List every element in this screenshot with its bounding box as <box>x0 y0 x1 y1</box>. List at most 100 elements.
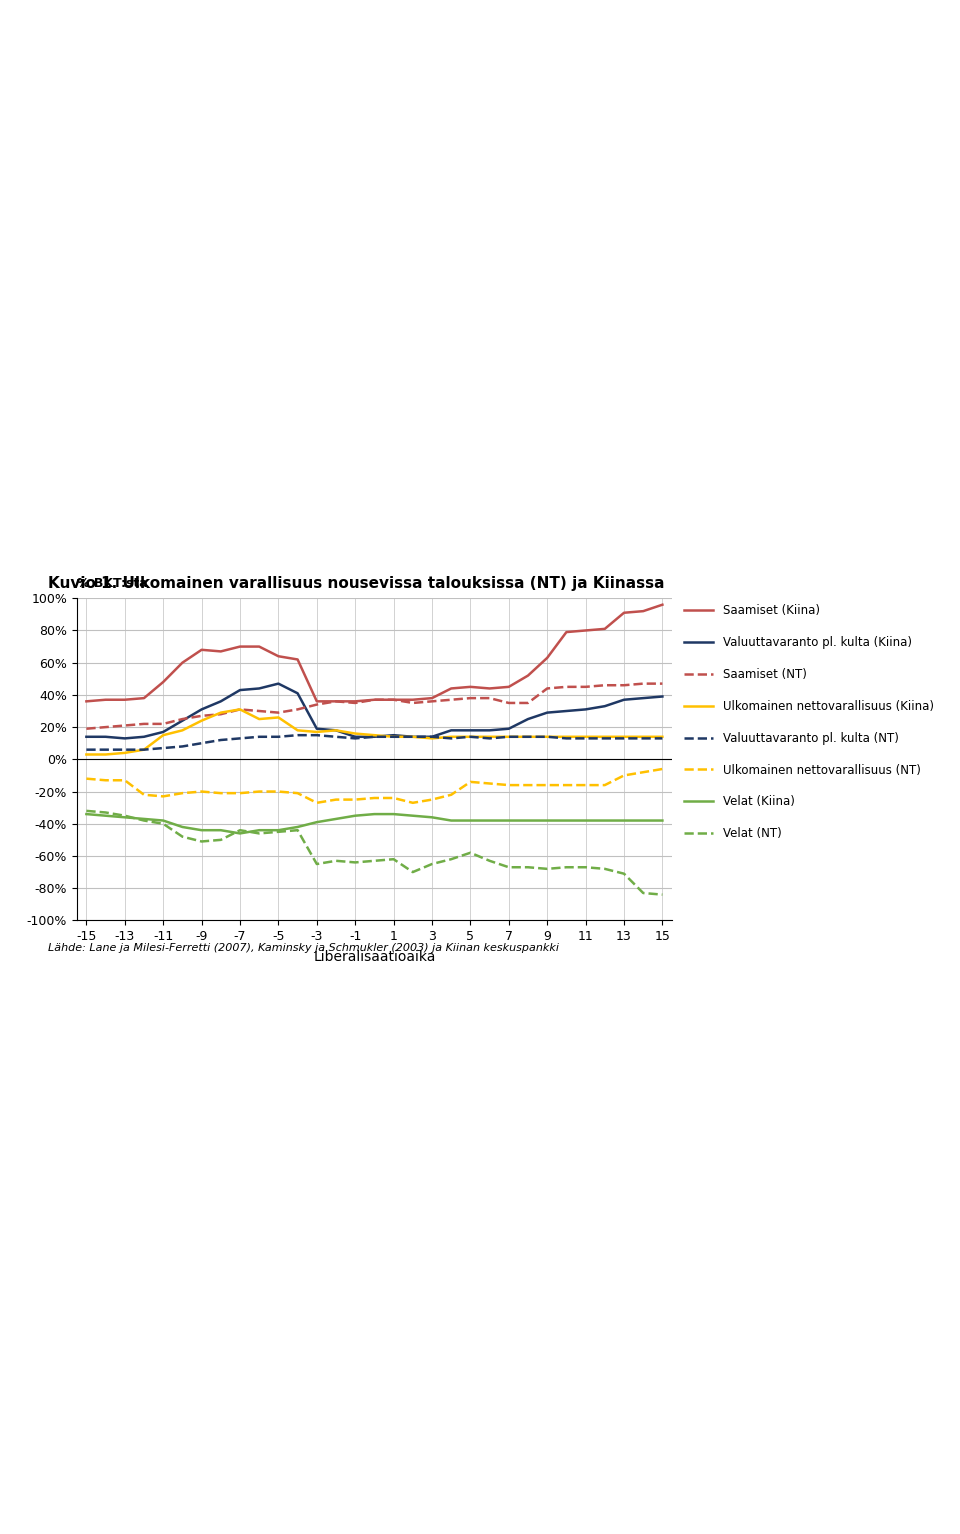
Valuuttavaranto pl. kulta (Kiina) <box>426 727 438 746</box>
Valuuttavaranto pl. kulta (Kiina) <box>177 712 188 730</box>
Saamiset (NT) <box>618 676 630 695</box>
Saamiset (Kiina) <box>445 680 457 698</box>
Line: Ulkomainen nettovarallisuus (Kiina): Ulkomainen nettovarallisuus (Kiina) <box>86 709 662 755</box>
Saamiset (NT) <box>637 675 649 693</box>
Saamiset (Kiina) <box>599 620 611 638</box>
Velat (NT) <box>349 853 361 871</box>
Valuuttavaranto pl. kulta (NT) <box>292 726 303 744</box>
Velat (NT) <box>234 821 246 839</box>
Valuuttavaranto pl. kulta (NT) <box>253 727 265 746</box>
Saamiset (Kiina) <box>253 638 265 657</box>
Velat (Kiina) <box>311 813 323 831</box>
Velat (Kiina) <box>119 808 131 827</box>
Velat (NT) <box>445 850 457 868</box>
Text: % BKT:sta: % BKT:sta <box>77 577 148 591</box>
Text: Lähde: Lane ja Milesi-Ferretti (2007), Kaminsky ja Schmukler (2003) ja Kiinan ke: Lähde: Lane ja Milesi-Ferretti (2007), K… <box>48 943 559 954</box>
Saamiset (NT) <box>465 689 476 707</box>
Ulkomainen nettovarallisuus (Kiina) <box>119 744 131 762</box>
Line: Saamiset (Kiina): Saamiset (Kiina) <box>86 604 662 701</box>
Velat (Kiina) <box>273 821 284 839</box>
Valuuttavaranto pl. kulta (Kiina) <box>580 700 591 718</box>
Ulkomainen nettovarallisuus (NT) <box>503 776 515 795</box>
Ulkomainen nettovarallisuus (NT) <box>407 793 419 811</box>
Valuuttavaranto pl. kulta (Kiina) <box>157 723 169 741</box>
Velat (NT) <box>119 807 131 825</box>
Velat (NT) <box>311 854 323 873</box>
Saamiset (Kiina) <box>657 595 668 614</box>
Ulkomainen nettovarallisuus (NT) <box>522 776 534 795</box>
Valuuttavaranto pl. kulta (NT) <box>273 727 284 746</box>
Velat (Kiina) <box>349 807 361 825</box>
Valuuttavaranto pl. kulta (NT) <box>522 727 534 746</box>
Valuuttavaranto pl. kulta (NT) <box>81 741 92 759</box>
Ulkomainen nettovarallisuus (Kiina) <box>215 704 227 723</box>
Ulkomainen nettovarallisuus (NT) <box>657 759 668 778</box>
Velat (Kiina) <box>561 811 572 830</box>
Valuuttavaranto pl. kulta (Kiina) <box>465 721 476 739</box>
Saamiset (NT) <box>273 704 284 723</box>
Ulkomainen nettovarallisuus (Kiina) <box>541 727 553 746</box>
Ulkomainen nettovarallisuus (NT) <box>119 772 131 790</box>
Ulkomainen nettovarallisuus (NT) <box>618 765 630 784</box>
Saamiset (Kiina) <box>369 690 380 709</box>
Saamiset (Kiina) <box>426 689 438 707</box>
Valuuttavaranto pl. kulta (Kiina) <box>407 727 419 746</box>
Valuuttavaranto pl. kulta (Kiina) <box>599 696 611 715</box>
Ulkomainen nettovarallisuus (NT) <box>215 784 227 802</box>
Saamiset (NT) <box>81 719 92 738</box>
Saamiset (Kiina) <box>292 650 303 669</box>
Valuuttavaranto pl. kulta (Kiina) <box>311 719 323 738</box>
Valuuttavaranto pl. kulta (Kiina) <box>330 721 342 739</box>
Saamiset (Kiina) <box>637 601 649 620</box>
Saamiset (Kiina) <box>157 673 169 692</box>
Velat (Kiina) <box>618 811 630 830</box>
Saamiset (NT) <box>157 715 169 733</box>
Saamiset (NT) <box>657 675 668 693</box>
Saamiset (NT) <box>138 715 150 733</box>
Saamiset (NT) <box>369 690 380 709</box>
Velat (NT) <box>407 862 419 881</box>
Velat (NT) <box>388 850 399 868</box>
Velat (Kiina) <box>657 811 668 830</box>
Valuuttavaranto pl. kulta (Kiina) <box>503 719 515 738</box>
Velat (Kiina) <box>465 811 476 830</box>
Velat (Kiina) <box>292 818 303 836</box>
Saamiset (Kiina) <box>234 638 246 657</box>
Valuuttavaranto pl. kulta (Kiina) <box>657 687 668 706</box>
Ulkomainen nettovarallisuus (Kiina) <box>138 741 150 759</box>
Ulkomainen nettovarallisuus (NT) <box>311 793 323 811</box>
Ulkomainen nettovarallisuus (Kiina) <box>330 721 342 739</box>
Saamiset (NT) <box>196 707 207 726</box>
Saamiset (Kiina) <box>138 689 150 707</box>
Saamiset (NT) <box>426 692 438 710</box>
Line: Ulkomainen nettovarallisuus (NT): Ulkomainen nettovarallisuus (NT) <box>86 769 662 802</box>
Velat (Kiina) <box>637 811 649 830</box>
Valuuttavaranto pl. kulta (NT) <box>196 735 207 753</box>
Saamiset (Kiina) <box>196 641 207 660</box>
Velat (NT) <box>177 827 188 845</box>
Saamiset (NT) <box>484 689 495 707</box>
Valuuttavaranto pl. kulta (NT) <box>599 729 611 747</box>
Velat (Kiina) <box>234 824 246 842</box>
Saamiset (Kiina) <box>100 690 111 709</box>
Saamiset (NT) <box>119 716 131 735</box>
X-axis label: Liberalisaatioaika: Liberalisaatioaika <box>313 950 436 963</box>
Valuuttavaranto pl. kulta (Kiina) <box>388 726 399 744</box>
Valuuttavaranto pl. kulta (NT) <box>177 738 188 756</box>
Ulkomainen nettovarallisuus (Kiina) <box>580 727 591 746</box>
Saamiset (NT) <box>177 710 188 729</box>
Saamiset (Kiina) <box>177 653 188 672</box>
Velat (Kiina) <box>522 811 534 830</box>
Ulkomainen nettovarallisuus (Kiina) <box>349 724 361 742</box>
Ulkomainen nettovarallisuus (Kiina) <box>561 727 572 746</box>
Valuuttavaranto pl. kulta (Kiina) <box>234 681 246 700</box>
Velat (Kiina) <box>484 811 495 830</box>
Valuuttavaranto pl. kulta (Kiina) <box>618 690 630 709</box>
Saamiset (NT) <box>580 678 591 696</box>
Ulkomainen nettovarallisuus (NT) <box>273 782 284 801</box>
Velat (Kiina) <box>177 818 188 836</box>
Text: Kuvio 1. Ulkomainen varallisuus nousevissa talouksissa (NT) ja Kiinassa: Kuvio 1. Ulkomainen varallisuus nousevis… <box>48 575 664 591</box>
Saamiset (Kiina) <box>407 690 419 709</box>
Saamiset (NT) <box>100 718 111 736</box>
Valuuttavaranto pl. kulta (NT) <box>445 729 457 747</box>
